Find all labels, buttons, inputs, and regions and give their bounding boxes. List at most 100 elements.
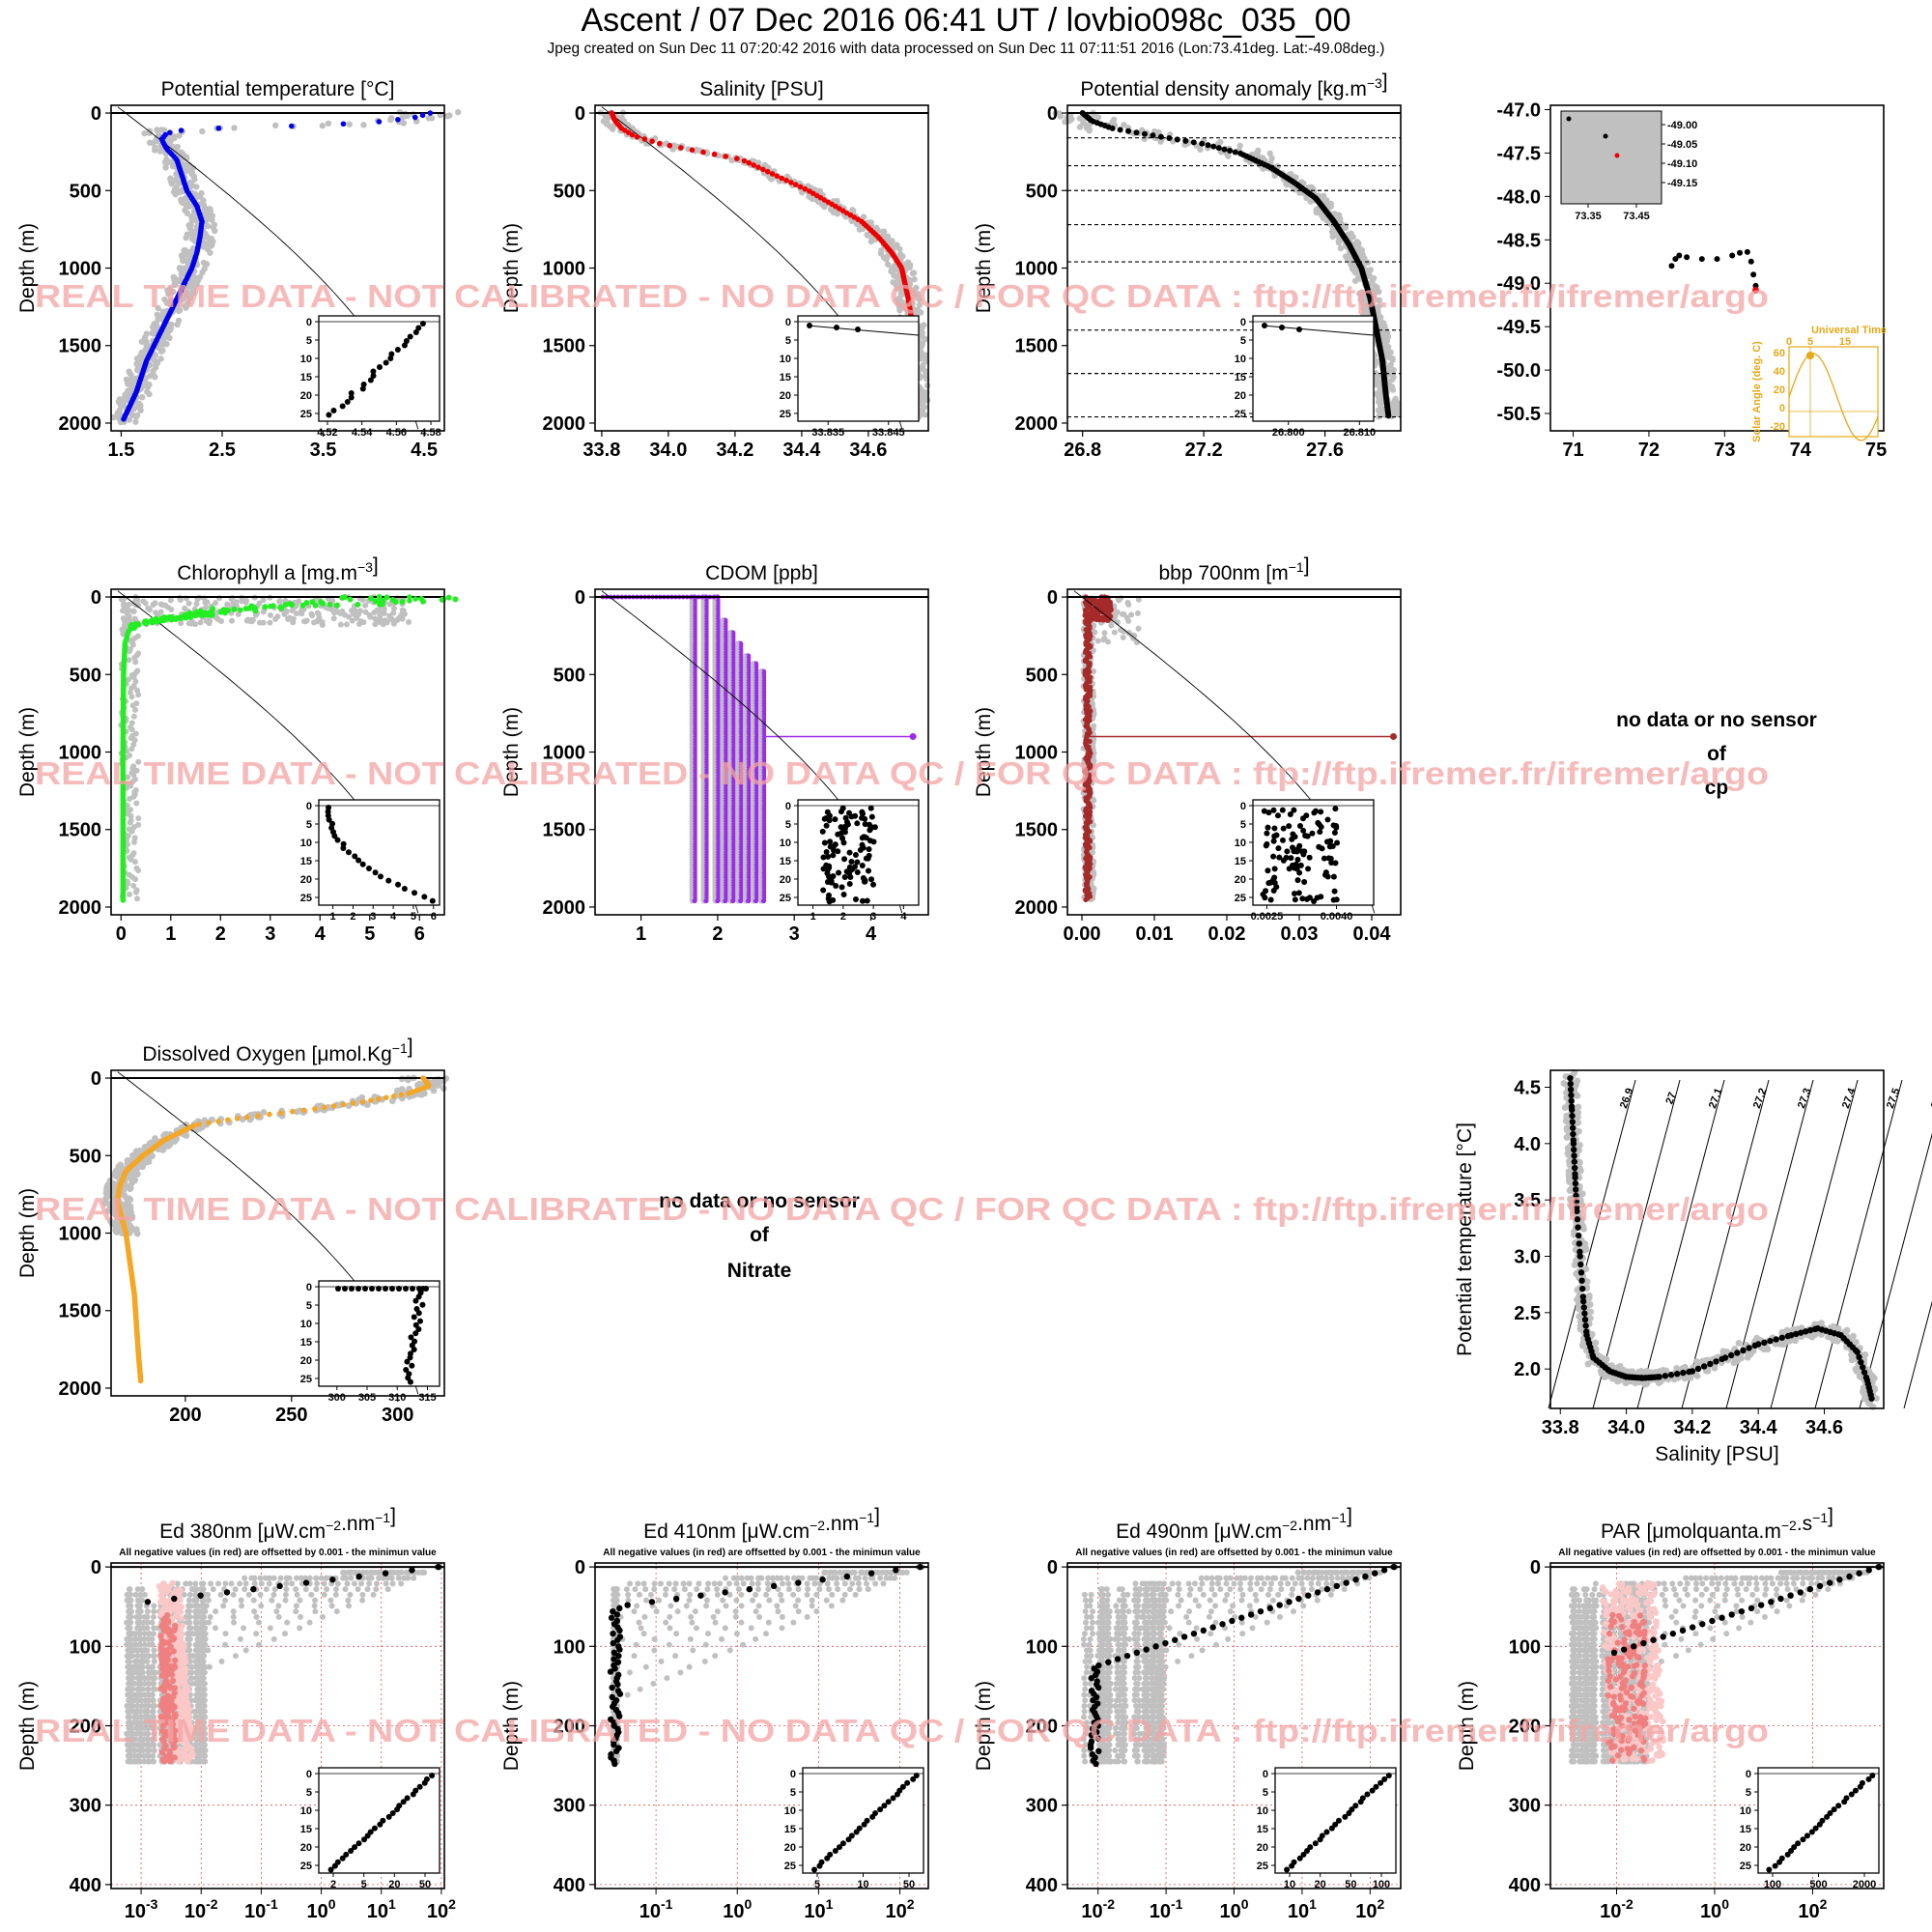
history-point: [1197, 146, 1204, 154]
y-tick-label: 1500: [1015, 336, 1059, 357]
history-point: [132, 659, 139, 666]
history-point: [343, 621, 350, 628]
profile-point: [1150, 132, 1156, 139]
profile-point: [774, 173, 781, 179]
x-tick-label: 1.5: [108, 440, 135, 461]
y-tick-label: -47.5: [1496, 143, 1541, 164]
inset-y-tick-label: 5: [785, 335, 791, 347]
profile-point: [222, 609, 229, 615]
solar-x-tick-label: 0: [1786, 336, 1792, 348]
x-tick-label: 27.2: [1185, 440, 1223, 461]
x-tick-label: 27.6: [1306, 440, 1344, 461]
history-point: [157, 348, 165, 355]
history-point: [152, 147, 158, 154]
history-point: [367, 613, 374, 620]
history-point: [191, 176, 198, 183]
x-tick-label: 33.8: [582, 440, 620, 461]
x-tick-label: 3: [265, 923, 275, 945]
solar-inset-frame: [1788, 346, 1879, 438]
history-point: [354, 609, 360, 615]
history-point: [267, 611, 273, 618]
history-point: [193, 184, 200, 190]
y-tick-label: 1000: [543, 259, 586, 280]
profile-point: [427, 110, 434, 116]
profile-point: [412, 596, 418, 602]
inset-y-tick-label: 25: [780, 409, 791, 420]
x-tick-label: 74: [1790, 440, 1812, 461]
x-tick-label: 4: [315, 923, 327, 945]
history-point: [128, 694, 135, 700]
panel-title: Potential temperature [°C]: [161, 78, 395, 100]
history-point: [126, 613, 132, 620]
x-tick-label: 0: [116, 923, 127, 945]
profile-point: [389, 596, 396, 603]
profile-point: [339, 594, 346, 601]
history-point: [387, 116, 394, 124]
history-point: [319, 621, 326, 628]
history-point: [1094, 114, 1102, 121]
inset-x-tick-label: 33.845: [872, 427, 905, 439]
inset-point: [807, 323, 812, 328]
history-point: [401, 611, 408, 617]
title-part: ]: [373, 554, 379, 577]
profile-point: [629, 131, 636, 138]
history-point: [1086, 127, 1094, 133]
inset-point: [395, 881, 402, 888]
profile-point: [1117, 127, 1123, 133]
profile-point: [1141, 130, 1148, 137]
inset-last-position: [1614, 153, 1620, 158]
history-point: [132, 889, 139, 895]
history-point: [404, 112, 411, 120]
profile-point: [215, 125, 222, 131]
history-point: [281, 611, 288, 617]
inset-point: [385, 877, 392, 884]
history-point: [202, 234, 209, 241]
profile-point: [1174, 136, 1180, 143]
history-point: [146, 390, 153, 398]
y-tick-label: 0: [575, 103, 585, 125]
profile-point: [764, 168, 771, 175]
profile-point: [751, 162, 757, 168]
title-part: Chlorophyll a [mg.m: [177, 562, 357, 584]
x-tick-label: 73: [1714, 440, 1735, 461]
history-point: [274, 613, 281, 620]
inset-point: [401, 342, 408, 349]
inset-x-tick-label: 4: [390, 911, 397, 923]
track-point: [1684, 254, 1690, 261]
profile-point: [418, 595, 425, 602]
x-tick-label: 2: [215, 923, 226, 945]
inset-point: [372, 869, 379, 876]
profile-point: [355, 601, 361, 608]
y-tick-label: -47.0: [1496, 99, 1541, 121]
profile-point: [788, 180, 794, 185]
title-part: Potential temperature [°C]: [161, 78, 395, 100]
inset-x-tick-label: 3: [370, 911, 376, 923]
inset-y-tick-label: 5: [306, 335, 312, 347]
history-point: [230, 600, 237, 607]
history-point: [132, 706, 139, 713]
history-point: [202, 599, 209, 606]
profile-point: [1166, 135, 1173, 142]
history-point: [610, 126, 616, 132]
history-point: [922, 412, 928, 418]
profile-point: [649, 138, 655, 145]
title-part: Potential density anomaly [kg.m: [1080, 78, 1366, 100]
inset-x-tick-label: 4.52: [317, 427, 337, 439]
x-tick-label: 72: [1638, 440, 1660, 461]
profile-point: [641, 136, 648, 142]
y-tick-label: -49.5: [1496, 317, 1541, 338]
track-point: [1744, 248, 1750, 255]
inset-frame: [318, 799, 440, 906]
history-point: [1335, 239, 1343, 246]
track-point: [1750, 271, 1757, 278]
history-point: [1342, 224, 1350, 232]
inset-y-tick-label: 15: [300, 372, 312, 384]
history-point: [133, 800, 140, 807]
solar-inset-title: Universal Time: [1811, 325, 1887, 336]
history-point: [131, 859, 138, 866]
profile-point: [1125, 128, 1132, 134]
profile-point: [186, 612, 193, 619]
profile-point: [656, 140, 663, 147]
history-point: [162, 164, 169, 171]
history-point: [331, 610, 338, 616]
